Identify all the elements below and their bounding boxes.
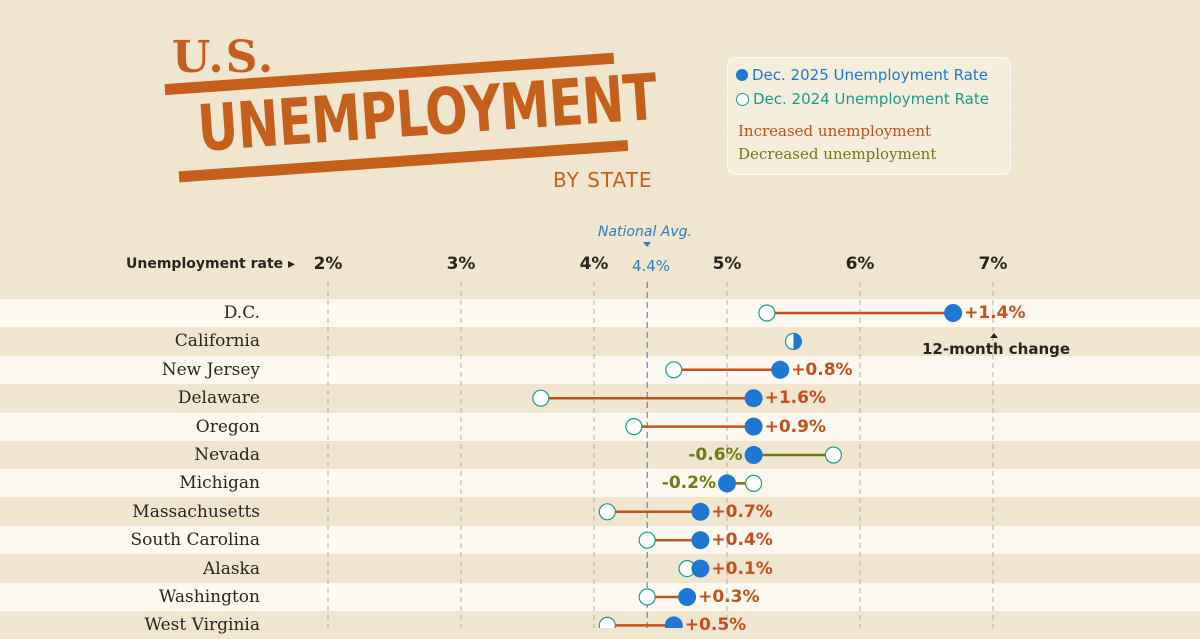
table-row: South Carolina <box>0 526 1200 555</box>
national-avg-label: National Avg. <box>598 224 692 240</box>
state-label: South Carolina <box>130 530 260 551</box>
change-note-arrow-icon <box>990 333 998 338</box>
axis-label: Unemployment rate ▸ <box>126 256 296 272</box>
tick-label: 7% <box>978 254 1008 274</box>
tick-label: 6% <box>845 254 875 274</box>
table-row: Nevada <box>0 441 1200 469</box>
dot-2025 <box>744 446 763 464</box>
tick-label: 2% <box>313 254 343 274</box>
dot-2025 <box>664 616 683 628</box>
dot-2025 <box>691 531 710 550</box>
change-label: +0.5% <box>684 615 747 636</box>
tick-label: 3% <box>446 254 476 274</box>
table-row: California <box>0 327 1200 355</box>
dot-2024 <box>758 304 776 322</box>
dot-2024 <box>638 588 656 606</box>
dot-2024 <box>625 418 643 436</box>
change-label: +0.8% <box>791 359 853 380</box>
table-row: Oregon <box>0 412 1200 441</box>
dot-2024 <box>638 531 656 549</box>
legend-item-2025: Dec. 2025 Unemployment Rate <box>736 66 988 84</box>
filled-dot-icon <box>736 69 748 81</box>
state-label: California <box>174 331 260 352</box>
hollow-dot-icon <box>736 92 749 106</box>
table-row: Alaska <box>0 555 1200 583</box>
table-row: Delaware <box>0 384 1200 412</box>
legend-item-2024: Dec. 2024 Unemployment Rate <box>736 90 989 108</box>
table-row: Massachusetts <box>0 498 1200 526</box>
dot-2025 <box>691 502 710 521</box>
change-label: +0.4% <box>711 530 773 551</box>
change-note: 12-month change <box>922 340 1071 358</box>
state-label: Alaska <box>202 558 260 579</box>
axis-label-text: Unemployment rate <box>126 256 284 272</box>
dot-2025 <box>944 304 963 322</box>
legend-increased: Increased unemployment <box>738 122 932 140</box>
dot-2025 <box>691 559 710 578</box>
national-avg-value: 4.4% <box>631 257 671 275</box>
title-subtitle: BY STATE <box>553 168 653 192</box>
change-label: -0.2% <box>661 473 716 494</box>
national-avg-marker-icon <box>643 242 651 247</box>
dot-2025 <box>771 360 790 379</box>
tick-label: 4% <box>579 254 609 274</box>
table-row: D.C. <box>0 299 1200 327</box>
state-label: D.C. <box>223 303 260 323</box>
change-label: +0.9% <box>764 416 826 437</box>
dot-2025 <box>744 389 763 408</box>
state-label: Massachusetts <box>132 501 260 522</box>
dot-2024 <box>744 474 763 492</box>
state-label: Nevada <box>194 445 260 465</box>
dot-2025 <box>793 333 802 350</box>
table-row: Washington <box>0 583 1200 611</box>
dot-2025 <box>744 417 763 436</box>
dot-2025 <box>718 474 736 493</box>
change-label: +0.1% <box>711 558 773 579</box>
legend-label-2025: Dec. 2025 Unemployment Rate <box>752 66 988 84</box>
state-label: New Jersey <box>161 359 260 380</box>
state-label: Washington <box>158 587 260 607</box>
dot-2025 <box>678 588 697 606</box>
title-us: U.S. <box>172 32 276 83</box>
dot-2024 <box>824 446 843 464</box>
state-label: Oregon <box>195 416 260 437</box>
change-label: +1.6% <box>764 388 826 409</box>
change-label: +0.3% <box>698 587 760 607</box>
legend: Dec. 2025 Unemployment Rate Dec. 2024 Un… <box>727 57 1011 175</box>
change-label: +1.4% <box>964 303 1026 323</box>
table-row: Michigan <box>0 469 1200 498</box>
tick-label: 5% <box>712 254 742 274</box>
state-label: Delaware <box>177 388 260 409</box>
dot-2024 <box>598 616 616 628</box>
change-label: -0.6% <box>688 445 743 465</box>
legend-decreased: Decreased unemployment <box>738 145 937 163</box>
dot-2024 <box>665 361 683 379</box>
state-label: Michigan <box>179 473 260 494</box>
legend-label-2024: Dec. 2024 Unemployment Rate <box>753 90 989 108</box>
table-row: New Jersey <box>0 355 1200 384</box>
dot-2024 <box>532 389 550 407</box>
dot-2024 <box>598 503 616 521</box>
change-label: +0.7% <box>711 501 773 522</box>
